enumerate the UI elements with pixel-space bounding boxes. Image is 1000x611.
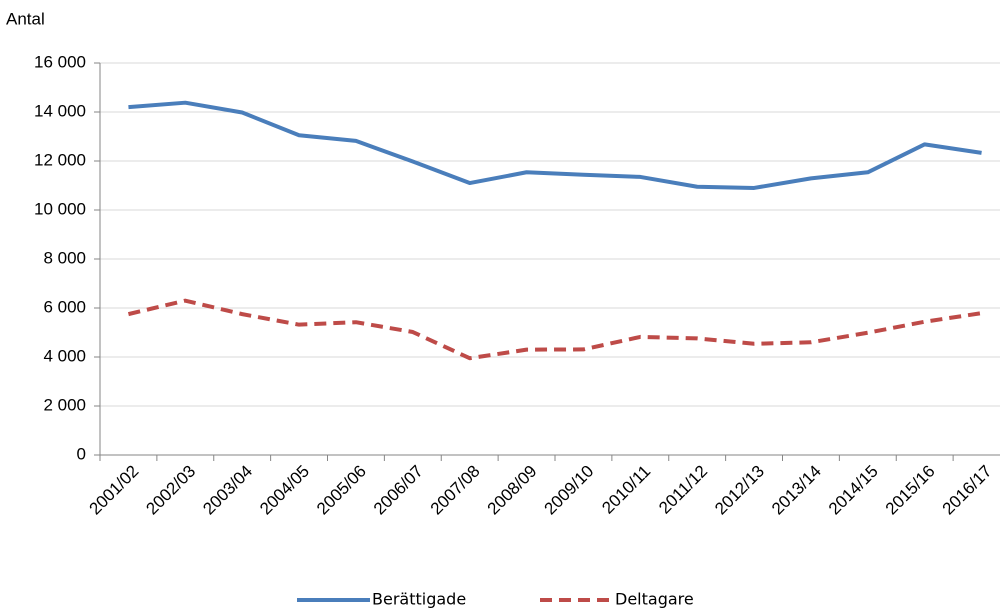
legend-label: Berättigade xyxy=(372,590,466,609)
y-tick-label: 6 000 xyxy=(43,297,86,316)
x-tick-label: 2004/05 xyxy=(256,462,313,519)
x-tick-label: 2001/02 xyxy=(86,462,143,519)
y-tick-label: 16 000 xyxy=(34,52,86,71)
y-tick-label: 12 000 xyxy=(34,150,86,169)
legend-label: Deltagare xyxy=(615,590,694,609)
x-tick-label: 2016/17 xyxy=(939,462,996,519)
y-axis-title: Antal xyxy=(6,9,45,28)
y-tick-label: 2 000 xyxy=(43,395,86,414)
x-tick-label: 2003/04 xyxy=(199,462,256,519)
y-tick-label: 4 000 xyxy=(43,346,86,365)
series-line xyxy=(127,298,982,361)
x-tick-label: 2013/14 xyxy=(768,462,825,519)
series-line xyxy=(128,100,982,190)
x-tick-label: 2005/06 xyxy=(313,462,370,519)
y-tick-label: 14 000 xyxy=(34,101,86,120)
x-tick-label: 2011/12 xyxy=(655,462,711,518)
x-tick-label: 2014/15 xyxy=(825,462,882,519)
x-tick-label: 2007/08 xyxy=(427,462,484,519)
x-tick-label: 2012/13 xyxy=(711,462,768,519)
legend: Berättigade Deltagare xyxy=(297,590,694,609)
x-tick-label: 2008/09 xyxy=(484,462,541,519)
y-tick-label: 0 xyxy=(77,444,86,463)
x-tick-label: 2010/11 xyxy=(598,462,654,518)
x-tick-label: 2002/03 xyxy=(142,462,199,519)
y-tick-label: 8 000 xyxy=(43,248,86,267)
x-tick-label: 2006/07 xyxy=(370,462,427,519)
x-tick-label: 2009/10 xyxy=(541,462,598,519)
y-tick-label: 10 000 xyxy=(34,199,86,218)
x-tick-label: 2015/16 xyxy=(882,462,939,519)
